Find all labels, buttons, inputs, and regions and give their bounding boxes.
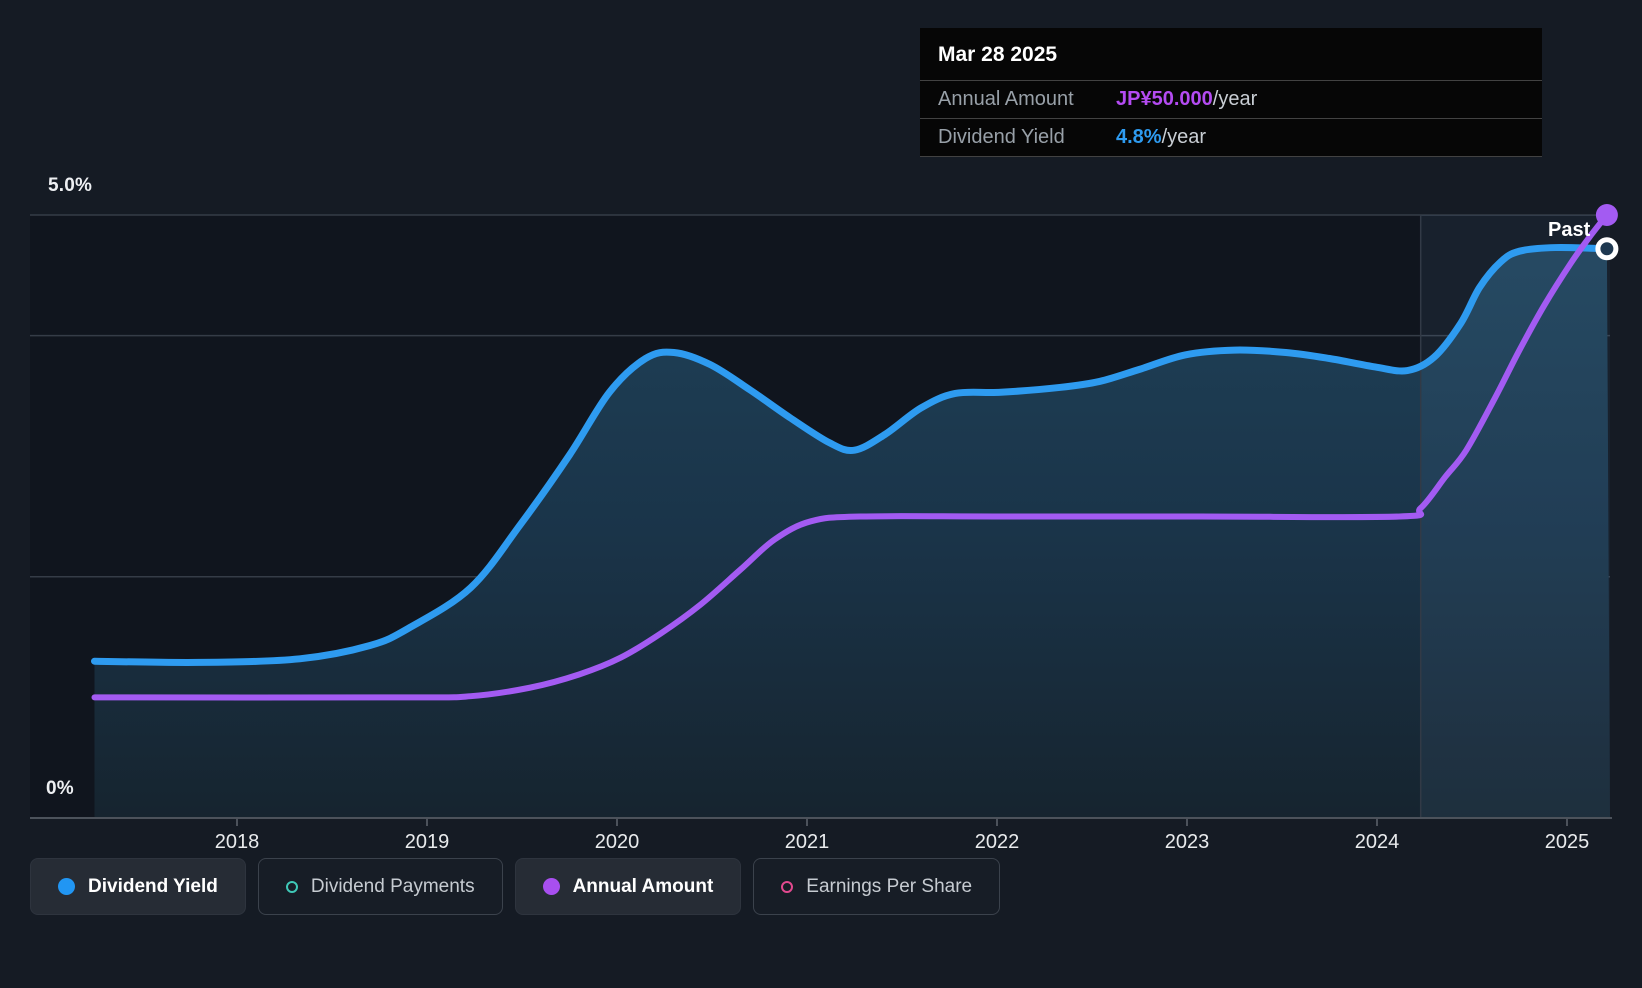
x-axis-label-2023: 2023 xyxy=(1164,831,1210,853)
x-axis-label-2025: 2025 xyxy=(1544,831,1590,853)
legend-item-dividend-yield[interactable]: Dividend Yield xyxy=(30,858,246,915)
x-axis-label-2021: 2021 xyxy=(784,831,830,853)
tooltip-value: JP¥50.000 xyxy=(1116,88,1213,110)
tooltip-value-group: 4.8%/year xyxy=(1116,124,1206,151)
legend-label: Earnings Per Share xyxy=(806,875,973,897)
annual-amount-line xyxy=(91,212,1610,701)
tooltip-row-dividend-yield: Dividend Yield 4.8%/year xyxy=(920,119,1542,157)
tooltip-suffix: /year xyxy=(1212,88,1258,110)
tooltip-suffix: /year xyxy=(1161,126,1207,148)
tooltip-value: 4.8% xyxy=(1116,126,1162,148)
chart-legend: Dividend Yield Dividend Payments Annual Am… xyxy=(30,858,1001,915)
annual-amount-end-marker xyxy=(1595,204,1618,226)
x-axis-label-2024: 2024 xyxy=(1354,831,1400,853)
x-axis-label-2022: 2022 xyxy=(974,831,1020,853)
tooltip-date: Mar 28 2025 xyxy=(920,28,1542,81)
past-label: Past xyxy=(1548,219,1591,241)
legend-item-earnings-per-share[interactable]: Earnings Per Share xyxy=(753,858,1001,915)
past-region xyxy=(1420,215,1610,818)
ring-icon xyxy=(285,880,298,893)
chart-tooltip: Mar 28 2025 Annual Amount JP¥50.000/year… xyxy=(920,28,1542,157)
legend-label: Dividend Payments xyxy=(310,875,475,897)
x-axis-label-2018: 2018 xyxy=(214,831,260,853)
x-axis-label-2019: 2019 xyxy=(404,831,450,853)
legend-item-annual-amount[interactable]: Annual Amount xyxy=(514,858,742,915)
tooltip-label: Annual Amount xyxy=(938,88,1074,110)
x-axis-label-2020: 2020 xyxy=(594,831,640,853)
legend-label: Annual Amount xyxy=(572,875,714,897)
tooltip-label: Dividend Yield xyxy=(938,126,1065,148)
dividend-yield-area xyxy=(94,247,1610,818)
filled-dot-icon xyxy=(58,878,75,895)
dividend-yield-line xyxy=(91,243,1611,666)
filled-dot-icon xyxy=(542,878,560,895)
legend-item-dividend-payments[interactable]: Dividend Payments xyxy=(257,858,503,915)
y-axis-label-max: 5.0% xyxy=(48,175,93,196)
ring-icon xyxy=(781,880,794,893)
tooltip-value-group: JP¥50.000/year xyxy=(1116,86,1257,113)
legend-label: Dividend Yield xyxy=(88,875,218,897)
y-axis-label-zero: 0% xyxy=(46,778,74,799)
dividend-yield-end-marker xyxy=(1595,237,1619,261)
tooltip-row-annual-amount: Annual Amount JP¥50.000/year xyxy=(920,81,1542,119)
